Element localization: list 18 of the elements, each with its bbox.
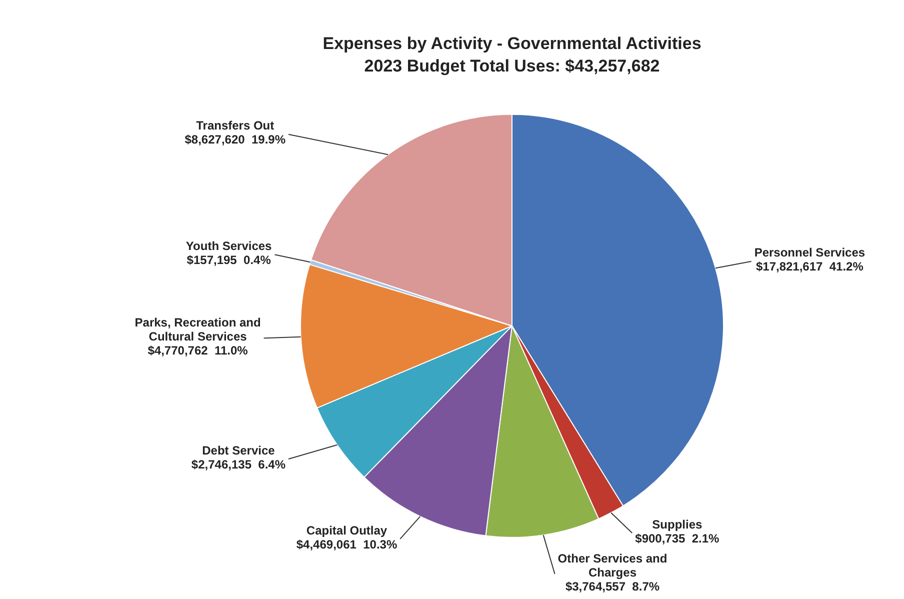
data-label: $8,627,620 19.9% [184, 132, 286, 147]
data-label: $17,821,617 41.2% [756, 260, 864, 274]
slice-label: Debt Service [202, 443, 276, 458]
slice-label: Personnel Services [754, 246, 866, 260]
data-label: $3,764,557 8.7% [565, 579, 660, 594]
data-label: $900,735 2.1% [635, 531, 720, 546]
slice-label: Supplies [652, 517, 703, 532]
data-label: $157,195 0.4% [186, 252, 272, 267]
chart-subtitle: 2023 Budget Total Uses: $43,257,682 [364, 56, 660, 76]
data-label: $4,770,762 11.0% [148, 343, 248, 358]
slice-label: Other Services and Charges [558, 551, 668, 580]
slice-label: Capital Outlay [306, 523, 388, 538]
data-label: $2,746,135 6.4% [191, 457, 286, 472]
slice-label: Youth Services [186, 238, 272, 253]
data-label: $4,469,061 10.3% [296, 537, 398, 552]
chart-title: Expenses by Activity - Governmental Activities [322, 34, 702, 53]
slice-label: Parks, Recreation and Cultural Services [134, 315, 261, 344]
slice-label: Transfers Out [196, 118, 274, 133]
